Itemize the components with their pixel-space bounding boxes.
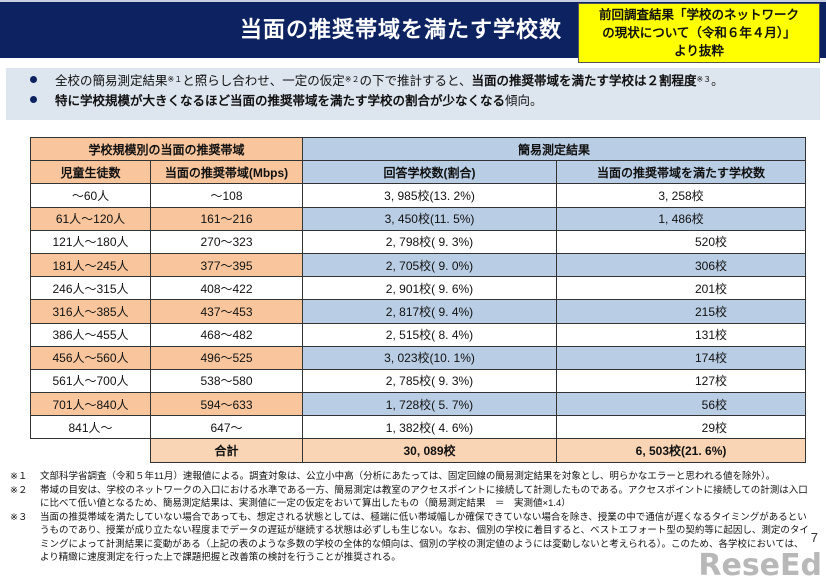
text: 。: [711, 74, 724, 88]
table-row: 316人～385人 437～453 2, 817校( 9. 4%) 215校: [30, 299, 806, 324]
footnote-text: 文部科学省調査（令和５年11月）速報値による。調査対象は、公立小中高（分析にあた…: [40, 471, 776, 482]
text: の下で推計すると、: [359, 74, 472, 88]
footnote: ※３ 当面の推奨帯域を満たしていない場合であっても、想定される状態としては、極端に…: [10, 511, 810, 565]
total-label: 合計: [150, 438, 303, 463]
summary-bullet-1: 全校の簡易測定結果 ※１ と照らし合わせ、一定の仮定 ※２ の下で推計すると、 当面の推奨…: [30, 70, 724, 89]
summary-box: 全校の簡易測定結果 ※１ と照らし合わせ、一定の仮定 ※２ の下で推計すると、 当面の推奨…: [6, 68, 820, 120]
footnotes: ※１ 文部科学省調査（令和５年11月）速報値による。調査対象は、公立小中高（分析に…: [10, 470, 810, 565]
recommended-bandwidth: 468～482: [150, 322, 303, 347]
empty-cell: [30, 438, 151, 463]
meeting-schools: 29校: [556, 415, 806, 440]
responded-schools: 1, 382校( 4. 6%): [302, 415, 557, 440]
recommended-bandwidth: 408～422: [150, 276, 303, 301]
student-count: 246人～315人: [30, 276, 151, 301]
total-responded: 30, 089校: [302, 438, 557, 463]
footnote: ※１ 文部科学省調査（令和５年11月）速報値による。調査対象は、公立小中高（分析に…: [10, 470, 810, 484]
table-row: 246人～315人 408～422 2, 901校( 9. 6%) 201校: [30, 276, 806, 301]
table-row: 701人～840人 594～633 1, 728校( 5. 7%) 56校: [30, 392, 806, 417]
col-header: 児童生徒数: [30, 160, 151, 185]
meeting-schools: 3, 258校: [556, 183, 806, 208]
group-header-left: 学校規模別の当面の推奨帯域: [30, 136, 303, 162]
student-count: 561人～700人: [30, 368, 151, 394]
text: と照らし合わせ、一定の仮定: [182, 74, 345, 88]
responded-schools: 2, 798校( 9. 3%): [302, 229, 557, 254]
meeting-schools: 520校: [556, 229, 806, 254]
total-meeting: 6, 503校(21. 6%): [556, 438, 806, 463]
results-table: 学校規模別の当面の推奨帯域 簡易測定結果 児童生徒数 当面の推奨帯域(Mbps)…: [30, 136, 806, 463]
student-count: 701人～840人: [30, 392, 151, 417]
recommended-bandwidth: 496～525: [150, 345, 303, 370]
meeting-schools: 174校: [556, 345, 806, 370]
responded-schools: 1, 728校( 5. 7%): [302, 392, 557, 417]
student-count: 181人～245人: [30, 252, 151, 278]
col-header: 当面の推奨帯域を満たす学校数: [556, 160, 806, 185]
col-header: 回答学校数(割合): [302, 160, 557, 185]
meeting-schools: 131校: [556, 322, 806, 347]
table-row: 841人～ 647～ 1, 382校( 4. 6%) 29校: [30, 415, 806, 440]
table-row: 386人～455人 468～482 2, 515校( 8. 4%) 131校: [30, 322, 806, 347]
meeting-schools: 1, 486校: [556, 206, 806, 231]
source-note: 前回調査結果「学校のネットワーク の現状について（令和６年４月）」 より抜粋: [578, 3, 820, 63]
responded-schools: 2, 785校( 9. 3%): [302, 368, 557, 394]
emphasis: 当面の推奨帯域を満たす学校は２割程度: [471, 74, 697, 88]
table-row: 121人～180人 270～323 2, 798校( 9. 3%) 520校: [30, 229, 806, 254]
footnote-ref: ※１: [167, 75, 183, 84]
recommended-bandwidth: 161～216: [150, 206, 303, 231]
watermark-logo: ReseEd: [698, 548, 822, 583]
table-row: 456人～560人 496～525 3, 023校(10. 1%) 174校: [30, 345, 806, 370]
table-row: 61人～120人 161～216 3, 450校(11. 5%) 1, 486校: [30, 206, 806, 231]
student-count: 456人～560人: [30, 345, 151, 370]
footnote-key: ※１: [10, 471, 28, 482]
table-row: 561人～700人 538～580 2, 785校( 9. 3%) 127校: [30, 368, 806, 394]
recommended-bandwidth: 270～323: [150, 229, 303, 254]
footnote-key: ※３: [10, 511, 28, 523]
footnote-key: ※２: [10, 484, 28, 496]
bullet-icon: [30, 96, 37, 103]
footnote-text: 帯域の目安は、学校のネットワークの入口における水準である一方、簡易測定は教室のア…: [40, 484, 808, 510]
summary-bullet-2: 特に学校規模が大きくなるほど当面の推奨帯域を満たす学校の割合が少なくなる 傾向。: [30, 90, 543, 109]
responded-schools: 3, 450校(11. 5%): [302, 206, 557, 231]
text: 全校の簡易測定結果: [55, 74, 168, 88]
recommended-bandwidth: 594～633: [150, 392, 303, 417]
responded-schools: 2, 515校( 8. 4%): [302, 322, 557, 347]
page-number: 7: [810, 530, 818, 545]
source-note-line: より抜粋: [674, 44, 724, 58]
student-count: 121人～180人: [30, 229, 151, 254]
table-row: ～60人 ～108 3, 985校(13. 2%) 3, 258校: [30, 183, 806, 208]
responded-schools: 3, 023校(10. 1%): [302, 345, 557, 370]
student-count: 61人～120人: [30, 206, 151, 231]
source-note-line: 前回調査結果「学校のネットワーク: [598, 8, 799, 22]
student-count: 316人～385人: [30, 299, 151, 324]
student-count: ～60人: [30, 183, 151, 208]
responded-schools: 2, 901校( 9. 6%): [302, 276, 557, 301]
student-count: 386人～455人: [30, 322, 151, 347]
footnote: ※２ 帯域の目安は、学校のネットワークの入口における水準である一方、簡易測定は教室…: [10, 484, 810, 511]
meeting-schools: 127校: [556, 368, 806, 394]
student-count: 841人～: [30, 415, 151, 440]
bullet-icon: [30, 76, 37, 83]
meeting-schools: 56校: [556, 392, 806, 417]
footnote-ref: ※３: [696, 75, 712, 84]
col-header: 当面の推奨帯域(Mbps): [150, 160, 303, 185]
recommended-bandwidth: 437～453: [150, 299, 303, 324]
responded-schools: 3, 985校(13. 2%): [302, 183, 557, 208]
meeting-schools: 306校: [556, 252, 806, 278]
footnote-text: 当面の推奨帯域を満たしていない場合であっても、想定される状態としては、極端に低い…: [40, 511, 809, 564]
group-header-right: 簡易測定結果: [302, 136, 806, 162]
text: 傾向。: [505, 94, 543, 108]
source-note-line: の現状について（令和６年４月）」: [602, 26, 796, 40]
recommended-bandwidth: 647～: [150, 415, 303, 440]
recommended-bandwidth: ～108: [150, 183, 303, 208]
meeting-schools: 201校: [556, 276, 806, 301]
footnote-ref: ※２: [344, 75, 360, 84]
recommended-bandwidth: 377～395: [150, 252, 303, 278]
page-title: 当面の推奨帯域を満たす学校数: [240, 17, 563, 42]
table-row: 181人～245人 377～395 2, 705校( 9. 0%) 306校: [30, 252, 806, 278]
responded-schools: 2, 705校( 9. 0%): [302, 252, 557, 278]
meeting-schools: 215校: [556, 299, 806, 324]
emphasis: 特に学校規模が大きくなるほど当面の推奨帯域を満たす学校の割合が少なくなる: [55, 94, 506, 108]
recommended-bandwidth: 538～580: [150, 368, 303, 394]
responded-schools: 2, 817校( 9. 4%): [302, 299, 557, 324]
